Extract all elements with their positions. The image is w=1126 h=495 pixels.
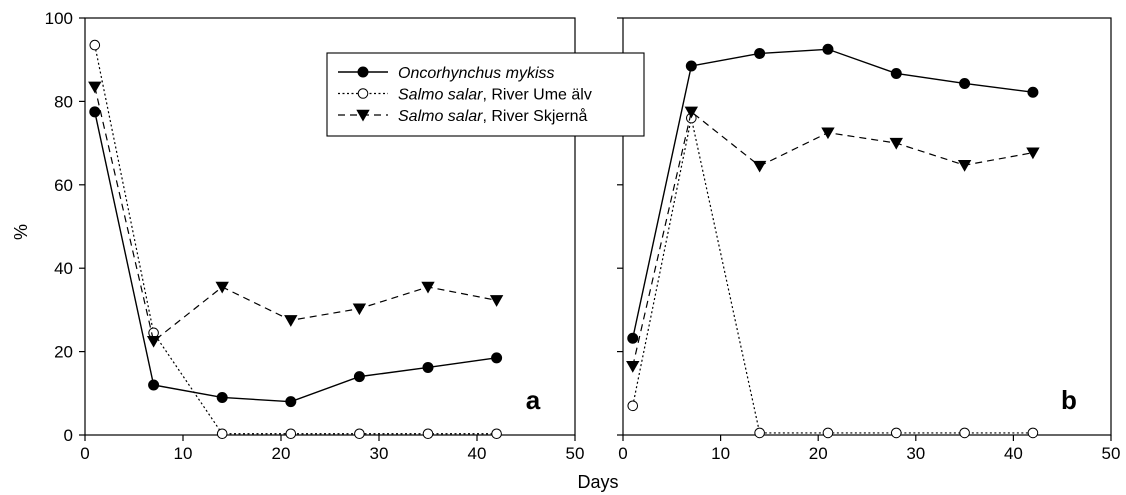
data-point <box>89 39 101 51</box>
data-point <box>822 427 834 439</box>
x-tick-label: 50 <box>1102 444 1121 463</box>
legend-species: Oncorhynchus mykiss <box>398 65 555 82</box>
legend-label: Salmo salar, River Skjernå <box>398 107 588 125</box>
series-ss_skj <box>626 106 1040 373</box>
x-tick-label: 50 <box>566 444 585 463</box>
data-point <box>821 127 835 140</box>
data-point <box>421 281 435 294</box>
x-tick-label: 0 <box>80 444 89 463</box>
data-point <box>422 361 434 373</box>
x-tick-label: 40 <box>468 444 487 463</box>
data-point <box>285 396 297 408</box>
x-tick-label: 30 <box>370 444 389 463</box>
data-point <box>148 379 160 391</box>
series-line <box>94 111 497 403</box>
y-axis-title: % <box>11 224 31 240</box>
y-tick-label: 80 <box>54 92 73 111</box>
panel-label: a <box>526 385 541 415</box>
x-tick-label: 10 <box>174 444 193 463</box>
data-point <box>822 43 834 55</box>
data-point <box>88 81 102 94</box>
y-tick-label: 60 <box>54 176 73 195</box>
series-om <box>89 106 503 408</box>
data-point <box>216 391 228 403</box>
data-point <box>754 427 765 439</box>
legend-marker <box>357 88 369 99</box>
panel-label: b <box>1061 385 1077 415</box>
data-point <box>959 77 971 89</box>
legend-entry-om: Oncorhynchus mykiss <box>338 65 555 82</box>
y-tick-label: 40 <box>54 259 73 278</box>
panel-a: 0 10 20 30 40 50 0 20 40 60 80 100 a <box>45 9 585 463</box>
plot-frame <box>84 17 576 436</box>
series-ss_skj <box>88 81 504 348</box>
data-point <box>684 106 699 119</box>
data-point <box>752 160 767 173</box>
data-point <box>627 400 639 412</box>
plot-frame <box>622 17 1112 436</box>
legend-entry-ss_skj: Salmo salar, River Skjernå <box>338 107 588 125</box>
legend-marker <box>356 109 370 122</box>
data-point <box>685 60 697 72</box>
data-point <box>422 428 434 440</box>
legend-entry-ss_ume: Salmo salar, River Ume älv <box>338 87 592 104</box>
data-point <box>890 427 902 439</box>
series-line <box>632 110 1034 367</box>
legend-population: , River Skjernå <box>482 107 587 125</box>
series-line <box>632 117 1033 434</box>
series-ss_ume <box>89 39 502 440</box>
data-point <box>1026 147 1040 160</box>
data-point <box>89 106 101 118</box>
legend-population: , River Ume älv <box>482 87 591 104</box>
legend-species: Salmo salar <box>398 108 483 125</box>
x-tick-label: 30 <box>906 444 925 463</box>
series-line <box>632 48 1034 339</box>
x-tick-label: 0 <box>618 444 627 463</box>
data-point <box>626 360 640 373</box>
data-point <box>285 428 297 440</box>
data-point <box>1027 86 1039 98</box>
legend-label: Oncorhynchus mykiss <box>398 65 555 82</box>
data-point <box>284 315 298 327</box>
x-tick-label: 40 <box>1004 444 1023 463</box>
y-tick-label: 100 <box>45 9 73 28</box>
data-point <box>352 303 367 316</box>
series-om <box>627 43 1039 344</box>
data-point <box>627 332 639 344</box>
x-tick-label: 10 <box>711 444 730 463</box>
legend-box <box>326 52 645 137</box>
data-point <box>890 67 902 79</box>
data-point <box>1027 427 1039 439</box>
series-ss_ume <box>627 112 1039 439</box>
legend-label: Salmo salar, River Ume älv <box>398 87 592 104</box>
x-tick-label: 20 <box>809 444 828 463</box>
panel-b: 0 10 20 30 40 50 b <box>617 17 1121 463</box>
data-point <box>491 428 502 440</box>
data-point <box>889 137 903 150</box>
data-point <box>216 428 228 440</box>
y-tick-label: 20 <box>54 343 73 362</box>
legend-species: Salmo salar <box>398 87 483 104</box>
x-axis-title: Days <box>577 472 618 492</box>
data-point <box>957 160 972 172</box>
data-point <box>215 281 229 294</box>
data-point <box>354 428 365 440</box>
data-point <box>959 427 970 439</box>
data-point <box>353 371 365 383</box>
x-tick-label: 20 <box>272 444 291 463</box>
data-point <box>754 47 766 59</box>
y-tick-label: 0 <box>64 426 73 445</box>
data-point <box>489 295 504 307</box>
data-point <box>146 335 161 348</box>
data-point <box>491 352 503 364</box>
legend-marker <box>357 66 369 78</box>
